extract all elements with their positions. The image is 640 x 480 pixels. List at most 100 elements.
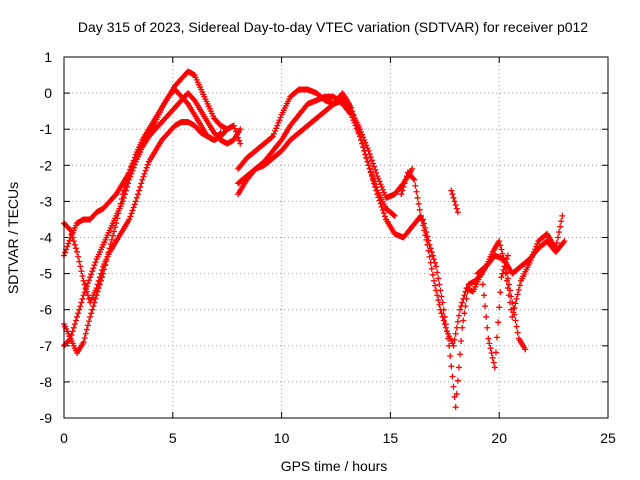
- data-point: [401, 180, 408, 187]
- data-point: [489, 354, 496, 361]
- data-point: [77, 263, 84, 270]
- data-point: [92, 259, 99, 266]
- data-point: [356, 133, 363, 140]
- data-point: [352, 118, 359, 125]
- data-point: [443, 328, 450, 335]
- data-point: [86, 277, 93, 284]
- data-point: [99, 266, 106, 273]
- data-point: [126, 169, 133, 176]
- data-point: [90, 303, 97, 310]
- data-point: [490, 359, 497, 366]
- data-point: [507, 299, 514, 306]
- data-point: [418, 217, 425, 224]
- data-point: [112, 224, 119, 231]
- data-point: [500, 266, 507, 273]
- data-point: [95, 277, 102, 284]
- data-point: [434, 292, 441, 299]
- data-point: [433, 263, 440, 270]
- data-point: [409, 165, 416, 172]
- data-point: [111, 228, 118, 235]
- data-point: [76, 306, 83, 313]
- data-point: [463, 295, 470, 302]
- data-point: [462, 303, 469, 310]
- data-point: [459, 324, 466, 331]
- data-point: [454, 209, 461, 216]
- data-point: [130, 204, 137, 211]
- grid-lines: [64, 57, 608, 418]
- data-point: [131, 201, 138, 208]
- data-point: [141, 170, 148, 177]
- data-point: [72, 317, 79, 324]
- y-axis-label: SDTVAR / TECUs: [5, 182, 21, 294]
- data-point: [363, 155, 370, 162]
- data-point: [426, 241, 433, 248]
- data-point: [366, 165, 373, 172]
- data-point: [434, 269, 441, 276]
- data-point: [522, 346, 529, 353]
- data-point: [351, 115, 358, 122]
- data-point: [411, 176, 418, 183]
- data-point: [75, 253, 82, 260]
- data-point: [140, 173, 147, 180]
- data-point: [354, 126, 361, 133]
- data-point: [505, 281, 512, 288]
- data-point: [74, 248, 81, 255]
- data-point: [554, 234, 561, 241]
- data-point: [126, 216, 133, 223]
- y-tick-label: 1: [44, 49, 52, 65]
- data-point: [82, 330, 89, 337]
- data-point: [423, 229, 430, 236]
- data-point: [273, 125, 280, 132]
- data-point: [144, 161, 151, 168]
- data-point: [71, 321, 78, 328]
- data-point: [501, 263, 508, 270]
- data-point: [428, 248, 435, 255]
- data-point: [123, 180, 130, 187]
- y-tick-label: -1: [40, 121, 53, 137]
- data-point: [121, 183, 128, 190]
- data-point: [487, 345, 494, 352]
- data-point: [349, 108, 356, 115]
- data-point: [424, 233, 431, 240]
- data-point: [230, 122, 237, 129]
- y-tick-label: -8: [40, 374, 53, 390]
- data-point: [505, 292, 512, 299]
- series-arc-7: [235, 90, 398, 219]
- data-point: [377, 181, 384, 188]
- data-point: [458, 337, 465, 344]
- series-arc-11: [500, 212, 566, 320]
- data-point: [410, 175, 417, 182]
- data-point: [461, 292, 468, 299]
- data-point: [117, 200, 124, 207]
- data-point: [65, 240, 72, 247]
- data-point: [448, 363, 455, 370]
- data-point: [451, 336, 458, 343]
- data-point: [514, 291, 521, 298]
- data-point: [118, 195, 125, 202]
- data-point: [71, 241, 78, 248]
- data-point: [93, 285, 100, 292]
- data-point: [137, 183, 144, 190]
- data-point: [439, 299, 446, 306]
- y-tick-label: -6: [40, 302, 53, 318]
- data-point: [138, 180, 145, 187]
- data-point: [116, 205, 123, 212]
- data-point: [496, 304, 503, 311]
- data-point: [363, 142, 370, 149]
- series-arc-12: [448, 187, 461, 216]
- data-point: [364, 158, 371, 165]
- data-point: [237, 140, 244, 147]
- data-point: [362, 139, 369, 146]
- data-point: [89, 306, 96, 313]
- data-point: [79, 273, 86, 280]
- data-point: [422, 224, 429, 231]
- data-point: [133, 194, 140, 201]
- data-point: [503, 277, 510, 284]
- data-point: [350, 111, 357, 118]
- data-point: [496, 238, 503, 245]
- data-point: [402, 176, 409, 183]
- x-tick-labels: 0 5 10 15 20 25: [60, 430, 616, 446]
- data-point: [460, 317, 467, 324]
- chart-title: Day 315 of 2023, Sidereal Day-to-day VTE…: [78, 19, 588, 35]
